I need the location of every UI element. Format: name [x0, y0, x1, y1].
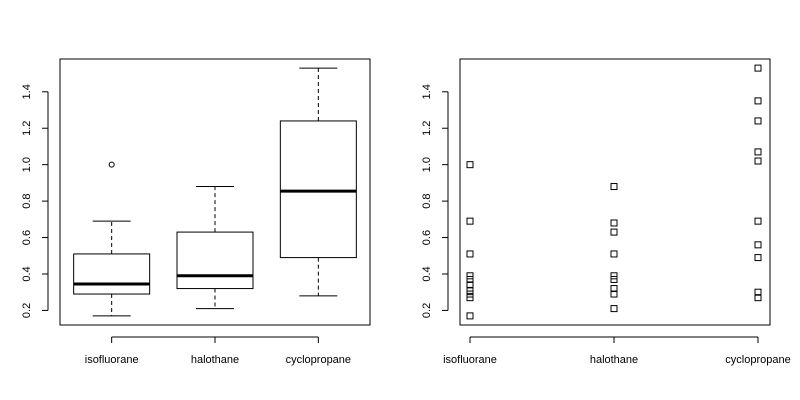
data-point	[610, 272, 618, 280]
x-tick-label: halothane	[191, 354, 239, 366]
x-tick-label: cyclopropane	[725, 354, 790, 366]
box-isofluorane	[73, 161, 151, 317]
data-point	[610, 250, 618, 258]
box-cyclopropane	[279, 67, 357, 297]
data-point	[754, 288, 762, 296]
data-point	[754, 64, 762, 72]
box-halothane	[176, 186, 254, 310]
data-point	[754, 294, 762, 302]
data-point	[610, 219, 618, 227]
plot-frame	[59, 58, 371, 326]
data-point	[610, 290, 618, 298]
data-point	[754, 217, 762, 225]
plot-frame	[459, 58, 771, 326]
data-point	[610, 275, 618, 283]
y-tick-label: 0.6	[421, 230, 433, 245]
data-point	[466, 290, 474, 298]
y-tick-label: 1.4	[421, 84, 433, 99]
y-tick-label: 0.2	[21, 303, 33, 318]
y-tick-label: 0.4	[421, 266, 433, 281]
data-point	[610, 305, 618, 313]
data-point	[610, 183, 618, 191]
boxplot-panel: 0.2 0.4 0.6 0.8 1.0 1.2 1.4 isofluorane halothan…	[21, 58, 371, 366]
data-point	[754, 157, 762, 165]
points-isofluorane	[466, 161, 474, 320]
x-tick-label: halothane	[590, 354, 638, 366]
data-point	[754, 148, 762, 156]
y-tick-label: 0.4	[21, 266, 33, 281]
y-tick-label: 1.0	[21, 157, 33, 172]
points-halothane	[610, 183, 618, 313]
y-tick-label: 0.2	[421, 303, 433, 318]
data-point	[754, 97, 762, 105]
y-tick-label: 0.8	[421, 193, 433, 208]
data-point	[466, 250, 474, 258]
points-cyclopropane	[754, 64, 762, 302]
data-point	[754, 241, 762, 249]
y-tick-label: 0.6	[21, 230, 33, 245]
data-point	[610, 228, 618, 236]
data-point	[466, 294, 474, 302]
data-point	[754, 117, 762, 125]
outlier-point	[108, 161, 115, 168]
iqr-box	[279, 120, 357, 259]
data-point	[466, 272, 474, 280]
y-tick-label: 1.2	[421, 121, 433, 136]
x-tick-label: isofluorane	[443, 354, 497, 366]
data-point	[466, 286, 474, 294]
y-tick-label: 0.8	[21, 193, 33, 208]
y-tick-label: 1.2	[21, 121, 33, 136]
data-point	[466, 161, 474, 169]
y-tick-label: 1.0	[421, 157, 433, 172]
data-point	[466, 312, 474, 320]
x-tick-label: isofluorane	[85, 354, 139, 366]
data-point	[466, 275, 474, 283]
stripchart-panel: 0.2 0.4 0.6 0.8 1.0 1.2 1.4 isofluorane halothan…	[421, 58, 791, 366]
y-tick-label: 1.4	[21, 84, 33, 99]
data-point	[754, 254, 762, 262]
iqr-box	[176, 231, 254, 290]
iqr-box	[73, 253, 151, 295]
data-point	[466, 217, 474, 225]
data-point	[466, 281, 474, 289]
x-tick-label: cyclopropane	[286, 354, 351, 366]
data-point	[610, 285, 618, 293]
